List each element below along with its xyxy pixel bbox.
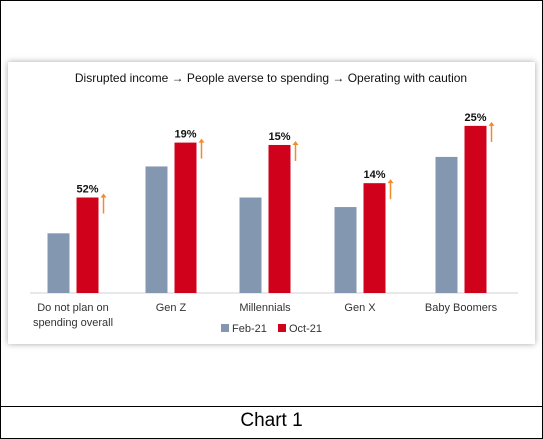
chart-card: Disrupted income → People averse to spen… — [8, 62, 535, 344]
labels-layer: 52% 19% 15% 14% 25% — [76, 112, 495, 214]
x-tick-label: Millennials — [239, 302, 291, 314]
trend-arrow-head — [198, 138, 205, 143]
data-label: 14% — [363, 169, 385, 181]
tick-labels-layer: Do not plan on spending overall Gen Z Mille… — [33, 302, 498, 329]
bar-oct-21-2 — [174, 142, 197, 293]
caption-divider — [0, 406, 543, 407]
data-label: 52% — [76, 184, 98, 196]
legend-label: Oct-21 — [289, 323, 322, 335]
x-tick-label: Do not plan on spending overall — [33, 302, 113, 329]
data-label: 19% — [174, 129, 196, 141]
trend-arrow-head — [488, 121, 495, 126]
data-label: 15% — [268, 131, 290, 143]
legend-label: Feb-21 — [232, 323, 267, 335]
bar-oct-21-3 — [268, 144, 291, 293]
x-tick-label: Baby Boomers — [425, 302, 498, 314]
chart-title: Disrupted income → People averse to spen… — [75, 71, 467, 85]
x-tick-label: Gen X — [344, 302, 376, 314]
bar-feb-21-4 — [334, 207, 357, 293]
trend-arrow-head — [292, 140, 299, 145]
bar-oct-21-4 — [363, 183, 386, 293]
bar-feb-21-2 — [145, 166, 168, 293]
bar-chart: Disrupted income → People averse to spen… — [30, 71, 518, 335]
bar-oct-21-1 — [76, 197, 99, 293]
trend-arrow-head — [100, 193, 107, 198]
legend-swatch — [221, 324, 229, 332]
bar-feb-21-5 — [435, 156, 458, 293]
legend: Feb-21 Oct-21 — [221, 323, 322, 335]
bar-feb-21-3 — [239, 197, 262, 293]
trend-arrow-head — [387, 179, 394, 184]
bar-oct-21-5 — [464, 125, 487, 293]
bars-layer — [47, 125, 487, 293]
legend-swatch — [278, 324, 286, 332]
figure-caption: Chart 1 — [240, 410, 303, 431]
bar-feb-21-1 — [47, 233, 70, 293]
x-tick-label: Gen Z — [156, 302, 187, 314]
data-label: 25% — [464, 112, 486, 124]
